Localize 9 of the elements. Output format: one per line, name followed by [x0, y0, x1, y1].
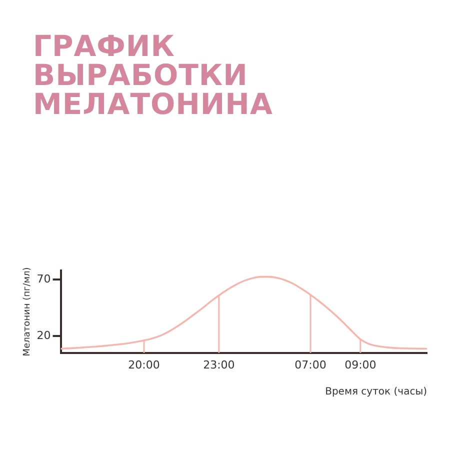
chart-title: ГРАФИК ВЫРАБОТКИ МЕЛАТОНИНА — [33, 29, 273, 121]
y-tick-label: 20 — [36, 328, 51, 342]
x-tick-label: 20:00 — [128, 358, 160, 372]
x-tick-label: 07:00 — [294, 358, 326, 372]
x-tick-label: 23:00 — [203, 358, 235, 372]
x-tick-label: 09:00 — [344, 358, 376, 372]
y-axis-title: Мелатонин (пг/мл) — [22, 267, 33, 356]
y-tick-label: 70 — [36, 272, 51, 286]
x-axis-title: Время суток (часы) — [325, 386, 428, 398]
